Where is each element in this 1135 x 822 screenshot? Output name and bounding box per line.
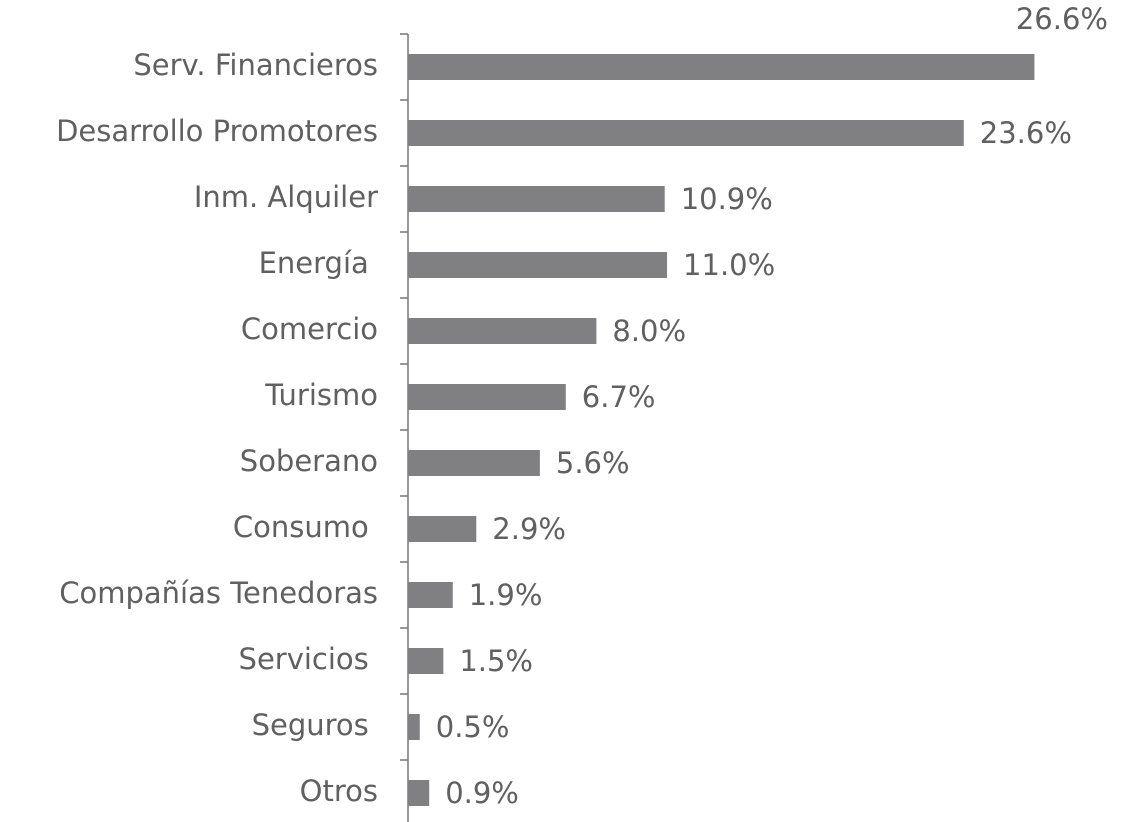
bar xyxy=(408,582,453,608)
bar xyxy=(408,54,1035,80)
bar xyxy=(408,252,668,278)
value-label: 0.5% xyxy=(436,710,510,744)
bar xyxy=(408,384,566,410)
value-label: 1.9% xyxy=(469,578,543,612)
bar xyxy=(408,516,477,542)
value-label: 1.5% xyxy=(459,644,533,678)
category-label: Soberano xyxy=(240,444,378,478)
category-label: Servicios xyxy=(239,642,378,676)
value-label: 0.9% xyxy=(445,776,519,810)
bar xyxy=(408,186,665,212)
value-label: 26.6% xyxy=(1016,2,1108,36)
category-label: Turismo xyxy=(264,378,378,412)
bar xyxy=(408,648,444,674)
value-label: 23.6% xyxy=(980,116,1072,150)
bar xyxy=(408,450,540,476)
category-label: Compañías Tenedoras xyxy=(59,576,378,610)
category-label: Energía xyxy=(259,246,378,280)
category-label: Otros xyxy=(300,774,378,808)
value-label: 6.7% xyxy=(582,380,656,414)
bar xyxy=(408,318,597,344)
category-label: Seguros xyxy=(252,708,378,742)
value-label: 2.9% xyxy=(492,512,566,546)
value-label: 11.0% xyxy=(683,248,775,282)
bar xyxy=(408,714,420,740)
bar xyxy=(408,780,430,806)
category-label: Serv. Financieros xyxy=(133,48,378,82)
category-label: Consumo xyxy=(233,510,378,544)
value-label: 8.0% xyxy=(612,314,686,348)
category-label: Desarrollo Promotores xyxy=(56,114,378,148)
bar xyxy=(408,120,964,146)
category-label: Inm. Alquiler xyxy=(194,180,378,214)
category-label: Comercio xyxy=(241,312,378,346)
value-label: 10.9% xyxy=(681,182,773,216)
value-label: 5.6% xyxy=(556,446,630,480)
